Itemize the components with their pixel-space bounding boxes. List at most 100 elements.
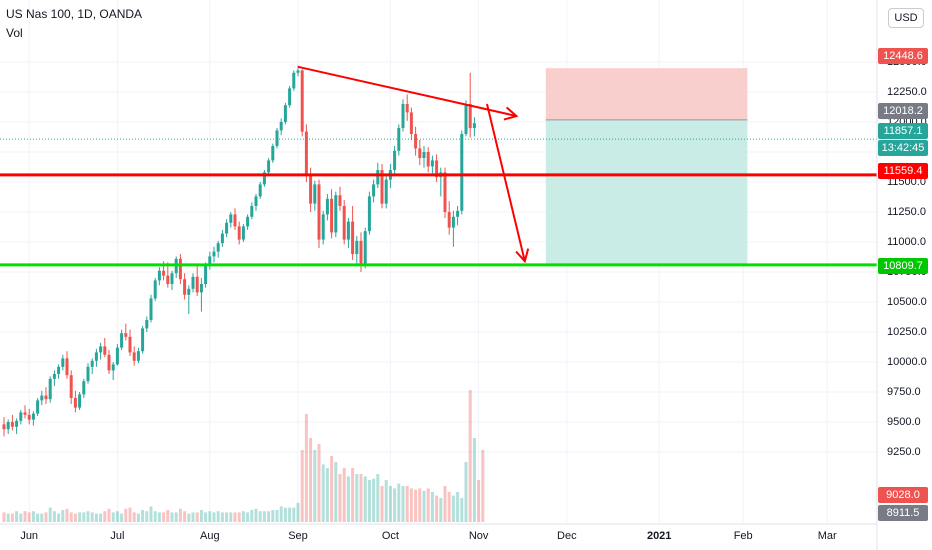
candle-body	[351, 221, 355, 254]
volume-bar	[124, 508, 128, 522]
candles	[2, 65, 476, 437]
take-profit-zone	[545, 119, 748, 265]
time-tick-label: Nov	[468, 530, 489, 542]
candle-body	[111, 364, 115, 371]
candle-body	[317, 184, 321, 240]
volume-bar	[99, 513, 103, 522]
candle-body	[464, 104, 468, 134]
candle-body	[229, 214, 233, 223]
candle-body	[183, 279, 187, 295]
time-tick-label: Jul	[110, 530, 125, 542]
volume-bar	[57, 513, 61, 522]
volume-bar	[309, 438, 313, 522]
candle-body	[451, 216, 455, 228]
volume-bar	[451, 495, 455, 522]
candle-body	[195, 276, 199, 293]
candle-body	[2, 424, 6, 430]
candle-body	[149, 298, 153, 320]
candle-body	[418, 148, 422, 158]
time-tick-label: Feb	[733, 530, 753, 542]
candle-body	[430, 160, 434, 167]
volume-bar	[216, 511, 220, 522]
candle-body	[355, 240, 359, 254]
candle-body	[208, 256, 212, 266]
volume-bar	[405, 486, 409, 522]
volume-bar	[31, 511, 35, 522]
volume-bar	[363, 476, 367, 522]
volume-bar	[225, 512, 229, 522]
candle-body	[73, 398, 77, 408]
volume-bar	[212, 512, 216, 522]
candle-body	[78, 394, 82, 408]
candle-body	[99, 346, 103, 353]
volume-bar	[334, 462, 338, 522]
time-tick-label: Mar	[817, 530, 837, 542]
candle-body	[401, 104, 405, 128]
volume-bar	[65, 508, 69, 522]
time-tick-label: Oct	[381, 530, 399, 542]
price-tick-label: 11000.0	[887, 236, 926, 248]
candle-body	[19, 412, 23, 421]
volume-bar	[393, 488, 397, 522]
projection-arrow	[486, 103, 526, 262]
candle-body	[82, 381, 86, 395]
candle-body	[233, 214, 237, 227]
volume-bar	[82, 512, 86, 522]
volume-bar	[388, 486, 392, 522]
candle-body	[115, 347, 119, 365]
volume-bar	[15, 511, 19, 522]
volume-bar	[439, 498, 443, 522]
candle-body	[15, 420, 19, 427]
candle-body	[267, 160, 271, 173]
volume-bar	[199, 510, 203, 522]
candle-body	[271, 146, 275, 161]
candle-body	[57, 366, 61, 374]
candle-body	[23, 412, 27, 415]
candle-body	[128, 336, 132, 353]
volume-bar	[283, 507, 287, 522]
volume-bar	[418, 488, 422, 522]
volume-bar	[128, 507, 132, 522]
volume-bar	[330, 456, 334, 522]
price-tick-label: 9250.0	[887, 446, 921, 458]
candle-body	[199, 284, 203, 293]
candle-body	[103, 346, 107, 355]
volume-bar	[136, 513, 140, 522]
candle-body	[36, 400, 40, 414]
volume-bar	[359, 474, 363, 522]
volume-bar	[409, 488, 413, 522]
candle-body	[237, 226, 241, 240]
candle-body	[141, 328, 145, 352]
candle-body	[6, 422, 10, 430]
volume-bar	[195, 512, 199, 522]
candle-body	[468, 104, 472, 128]
volume-bar	[250, 510, 254, 522]
price-tick-label: 10000.0	[887, 356, 927, 368]
candle-body	[334, 195, 338, 233]
volume-bar	[401, 486, 405, 522]
volume-bar	[178, 508, 182, 522]
volume-bar	[477, 480, 481, 522]
volume-bar	[241, 511, 245, 522]
volume-bar	[204, 512, 208, 522]
volume-bar	[229, 512, 233, 522]
candle-body	[330, 198, 334, 233]
volume-bar	[48, 507, 52, 522]
volume-bar	[342, 468, 346, 522]
currency-button[interactable]: USD	[888, 8, 924, 28]
volume-bar	[267, 511, 271, 522]
candle-body	[258, 184, 262, 197]
candle-body	[325, 198, 329, 215]
candle-body	[250, 206, 254, 217]
resistance-price-badge: 11559.4	[878, 163, 928, 179]
candle-body	[279, 122, 283, 131]
price-tick-label: 11500.0	[887, 176, 926, 188]
volume-bar	[149, 506, 153, 522]
projection-arrow-head	[515, 248, 530, 264]
price-tick-label: 12250.0	[887, 86, 927, 98]
candle-body	[359, 240, 363, 264]
volume-bar	[317, 444, 321, 522]
candle-body	[300, 70, 304, 132]
volume-bar	[115, 511, 119, 522]
